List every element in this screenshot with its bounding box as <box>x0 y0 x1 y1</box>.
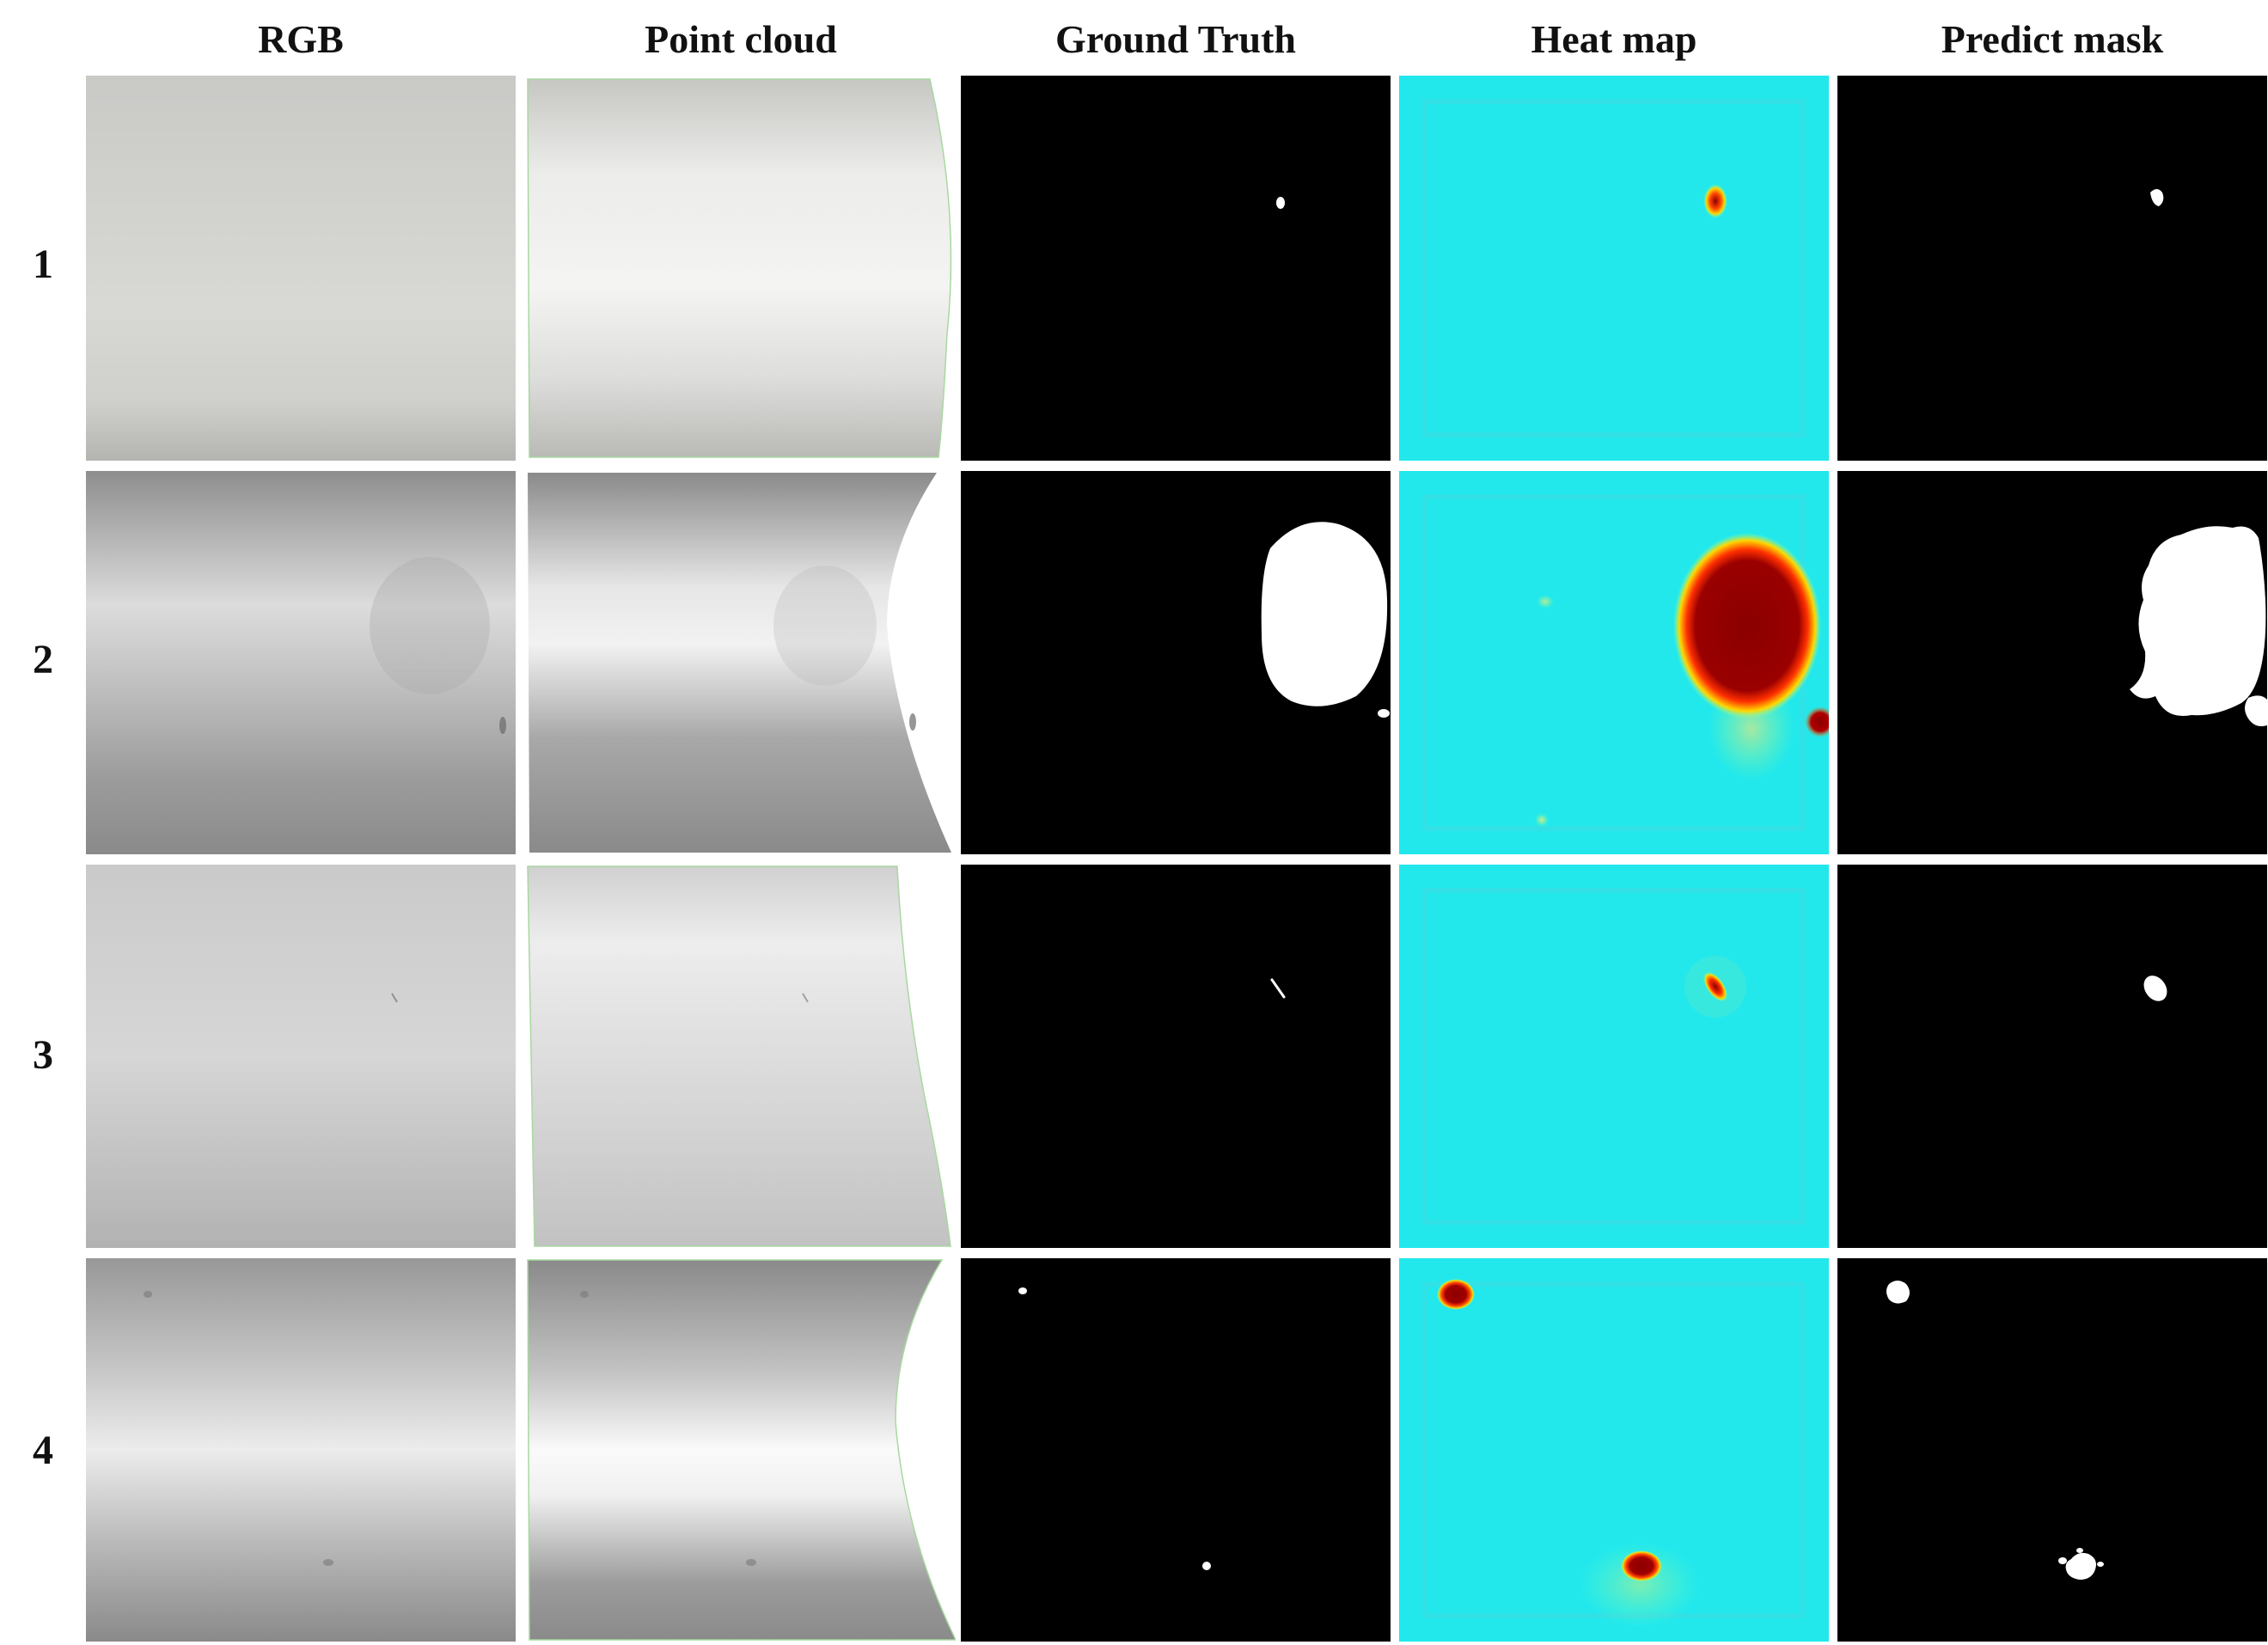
row-label-3: 3 <box>33 1032 53 1078</box>
predict-mask-2 <box>1837 471 2267 854</box>
col-header-predict-mask: Predict mask <box>1941 17 2164 61</box>
rgb-image-2 <box>86 471 516 854</box>
ground-truth-mask-4 <box>961 1258 1391 1642</box>
heat-map-1 <box>1399 76 1829 461</box>
ground-truth-mask-3 <box>961 865 1391 1248</box>
row-label-2: 2 <box>33 637 53 682</box>
heat-map-3 <box>1399 865 1829 1248</box>
rgb-image-1 <box>86 76 516 461</box>
heat-map-4 <box>1399 1258 1829 1642</box>
point-cloud-image-3 <box>526 865 956 1248</box>
point-cloud-image-1 <box>526 76 956 461</box>
row-label-1: 1 <box>33 242 53 287</box>
rgb-image-4 <box>86 1258 516 1642</box>
ground-truth-mask-1 <box>961 76 1391 461</box>
heat-map-2 <box>1399 471 1829 854</box>
predict-mask-1 <box>1837 76 2267 461</box>
point-cloud-image-4 <box>526 1258 956 1642</box>
col-header-ground-truth: Ground Truth <box>1055 17 1296 61</box>
col-header-heat-map: Heat map <box>1531 17 1697 61</box>
predict-mask-3 <box>1837 865 2267 1248</box>
ground-truth-mask-2 <box>961 471 1391 854</box>
rgb-image-3 <box>86 865 516 1248</box>
point-cloud-image-2 <box>526 471 956 854</box>
row-label-4: 4 <box>33 1428 53 1473</box>
col-header-point-cloud: Point cloud <box>645 17 837 61</box>
col-header-rgb: RGB <box>258 17 344 61</box>
predict-mask-4 <box>1837 1258 2267 1642</box>
